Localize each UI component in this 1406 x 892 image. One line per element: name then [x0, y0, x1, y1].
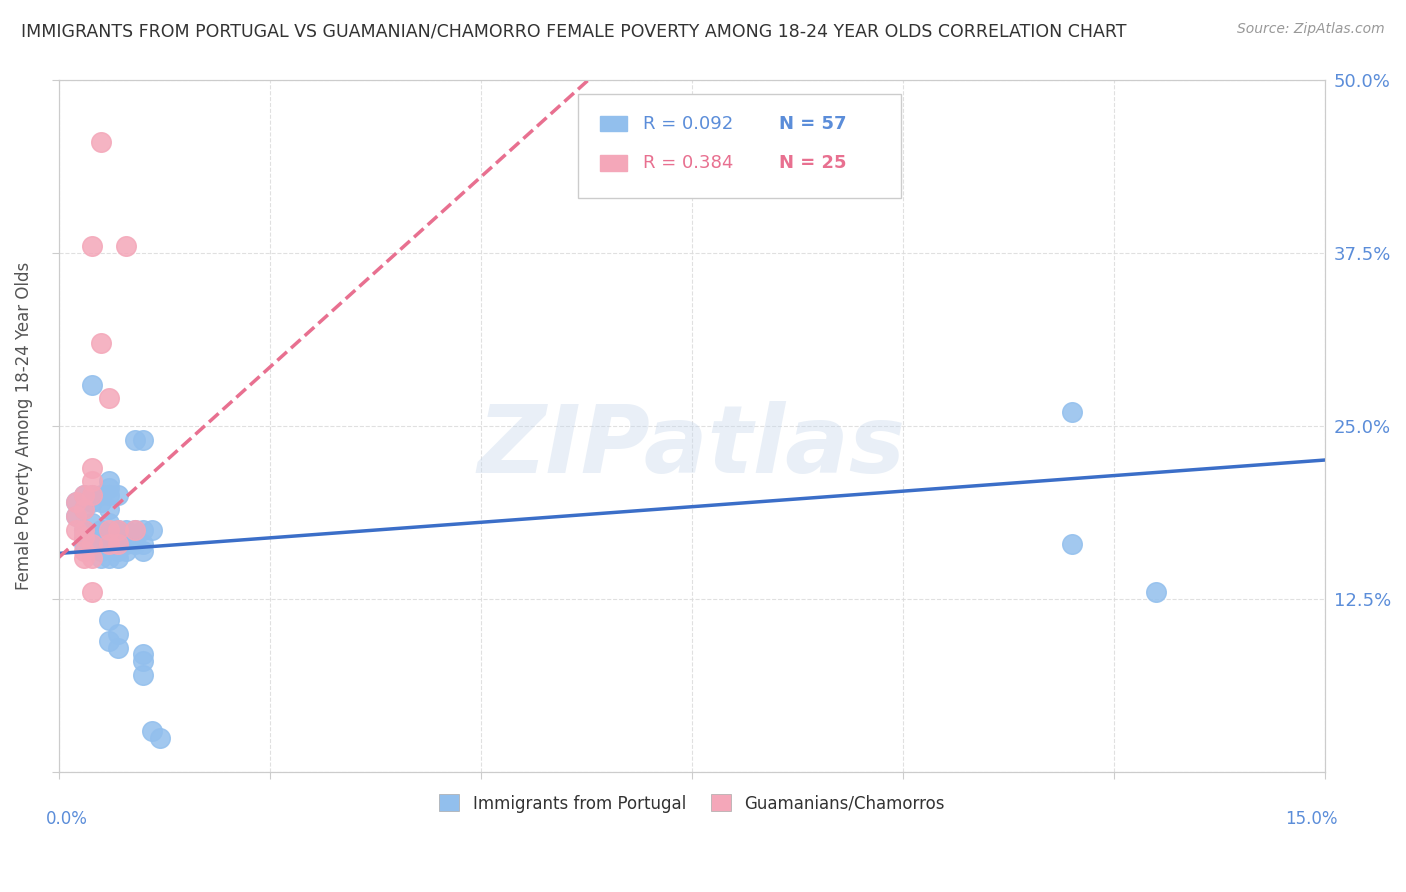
Point — [98, 481, 121, 495]
Point — [73, 523, 96, 537]
Point — [82, 475, 104, 489]
Point — [149, 731, 172, 745]
Point — [82, 516, 104, 530]
Text: 0.0%: 0.0% — [46, 810, 89, 829]
Point — [98, 523, 121, 537]
FancyBboxPatch shape — [578, 94, 901, 198]
FancyBboxPatch shape — [599, 116, 627, 131]
Point — [90, 523, 112, 537]
Point — [132, 523, 155, 537]
Point — [132, 654, 155, 668]
Point — [98, 537, 121, 551]
Point — [90, 530, 112, 544]
Point — [98, 550, 121, 565]
Point — [82, 550, 104, 565]
Text: N = 57: N = 57 — [779, 114, 846, 133]
Point — [107, 488, 129, 502]
Point — [1144, 585, 1167, 599]
FancyBboxPatch shape — [599, 155, 627, 170]
Point — [115, 530, 138, 544]
Point — [141, 523, 163, 537]
Point — [132, 537, 155, 551]
Point — [98, 502, 121, 516]
Point — [132, 433, 155, 447]
Text: ZIPatlas: ZIPatlas — [478, 401, 905, 493]
Point — [73, 530, 96, 544]
Point — [124, 523, 146, 537]
Point — [73, 537, 96, 551]
Point — [73, 530, 96, 544]
Point — [107, 523, 129, 537]
Point — [98, 488, 121, 502]
Text: R = 0.092: R = 0.092 — [643, 114, 733, 133]
Point — [115, 239, 138, 253]
Point — [132, 668, 155, 682]
Point — [82, 239, 104, 253]
Point — [141, 723, 163, 738]
Point — [115, 523, 138, 537]
Point — [82, 537, 104, 551]
Point — [124, 523, 146, 537]
Point — [1060, 537, 1083, 551]
Point — [98, 537, 121, 551]
Point — [107, 640, 129, 655]
Point — [73, 488, 96, 502]
Point — [115, 537, 138, 551]
Text: N = 25: N = 25 — [779, 154, 846, 172]
Point — [98, 516, 121, 530]
Point — [82, 488, 104, 502]
Point — [73, 502, 96, 516]
Point — [107, 550, 129, 565]
Point — [98, 475, 121, 489]
Point — [82, 585, 104, 599]
Point — [132, 648, 155, 662]
Point — [82, 537, 104, 551]
Point — [124, 537, 146, 551]
Point — [124, 433, 146, 447]
Legend: Immigrants from Portugal, Guamanians/Chamorros: Immigrants from Portugal, Guamanians/Cha… — [433, 788, 952, 819]
Point — [82, 377, 104, 392]
Point — [73, 523, 96, 537]
Point — [1060, 405, 1083, 419]
Point — [65, 495, 87, 509]
Point — [65, 509, 87, 524]
Point — [73, 502, 96, 516]
Point — [90, 543, 112, 558]
Point — [98, 392, 121, 406]
Point — [90, 336, 112, 351]
Point — [73, 550, 96, 565]
Point — [82, 495, 104, 509]
Text: IMMIGRANTS FROM PORTUGAL VS GUAMANIAN/CHAMORRO FEMALE POVERTY AMONG 18-24 YEAR O: IMMIGRANTS FROM PORTUGAL VS GUAMANIAN/CH… — [21, 22, 1126, 40]
Point — [107, 523, 129, 537]
Point — [90, 488, 112, 502]
Text: 15.0%: 15.0% — [1285, 810, 1339, 829]
Point — [65, 523, 87, 537]
Point — [124, 530, 146, 544]
Y-axis label: Female Poverty Among 18-24 Year Olds: Female Poverty Among 18-24 Year Olds — [15, 262, 32, 591]
Point — [107, 530, 129, 544]
Point — [65, 495, 87, 509]
Point — [107, 543, 129, 558]
Point — [107, 537, 129, 551]
Point — [98, 613, 121, 627]
Point — [90, 550, 112, 565]
Point — [98, 633, 121, 648]
Point — [82, 460, 104, 475]
Point — [98, 530, 121, 544]
Text: Source: ZipAtlas.com: Source: ZipAtlas.com — [1237, 22, 1385, 37]
Point — [82, 530, 104, 544]
Point — [73, 488, 96, 502]
Point — [65, 509, 87, 524]
Text: R = 0.384: R = 0.384 — [643, 154, 733, 172]
Point — [132, 543, 155, 558]
Point — [107, 626, 129, 640]
Point — [82, 488, 104, 502]
Point — [73, 543, 96, 558]
Point — [115, 543, 138, 558]
Point — [90, 495, 112, 509]
Point — [90, 136, 112, 150]
